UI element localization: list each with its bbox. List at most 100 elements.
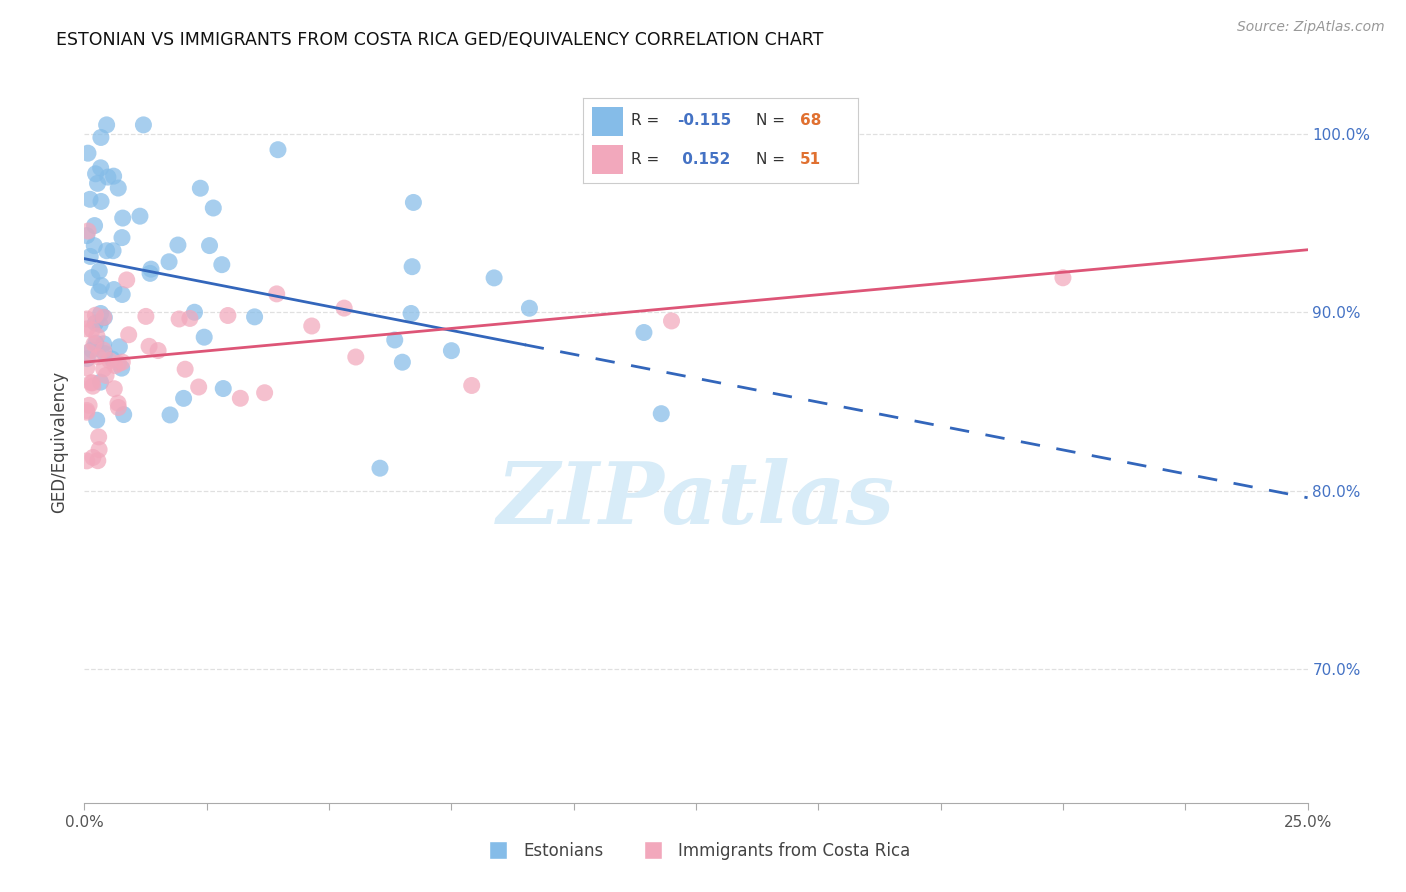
Point [399, 306, 422, 320]
Point [460, 378, 482, 392]
Point [401, 260, 423, 274]
Point [96, 244, 118, 258]
Point [135, 310, 157, 324]
Text: ESTONIAN VS IMMIGRANTS FROM COSTA RICA GED/EQUIVALENCY CORRELATION CHART: ESTONIAN VS IMMIGRANTS FROM COSTA RICA G… [56, 31, 824, 49]
Text: ZIPatlas: ZIPatlas [496, 458, 896, 541]
Point [118, 327, 141, 342]
Text: R =: R = [631, 113, 665, 128]
Point [650, 407, 672, 421]
Point [93, 336, 115, 351]
Text: R =: R = [631, 152, 665, 167]
Point [80, 270, 103, 285]
Point [89, 264, 111, 278]
Point [90, 278, 112, 293]
Point [159, 408, 181, 422]
Point [94, 346, 117, 360]
Point [167, 312, 190, 326]
Point [202, 201, 225, 215]
Point [77, 398, 100, 412]
Point [211, 258, 233, 272]
Point [129, 209, 152, 223]
FancyBboxPatch shape [592, 107, 623, 136]
Point [368, 461, 391, 475]
Point [519, 301, 541, 316]
Point [187, 380, 209, 394]
Point [93, 310, 115, 325]
Point [76, 322, 98, 336]
Point [193, 330, 215, 344]
Legend: Estonians, Immigrants from Costa Rica: Estonians, Immigrants from Costa Rica [475, 836, 917, 867]
Point [83, 219, 105, 233]
Point [229, 392, 252, 406]
Point [167, 238, 190, 252]
Point [633, 326, 655, 340]
Point [183, 305, 205, 319]
Point [90, 306, 112, 320]
Text: -0.115: -0.115 [676, 113, 731, 128]
Point [402, 195, 425, 210]
Point [103, 169, 125, 183]
Point [84, 308, 107, 322]
Point [344, 350, 367, 364]
Point [301, 318, 323, 333]
Point [82, 376, 104, 390]
Text: N =: N = [756, 113, 790, 128]
Point [77, 345, 100, 359]
Point [217, 309, 239, 323]
Point [132, 118, 155, 132]
Point [80, 343, 103, 357]
Point [146, 343, 169, 358]
Point [101, 352, 124, 367]
Point [111, 211, 134, 225]
Point [174, 362, 197, 376]
Point [179, 311, 201, 326]
Point [96, 118, 118, 132]
Point [89, 318, 111, 332]
Point [266, 286, 288, 301]
Point [212, 382, 235, 396]
Point [103, 382, 125, 396]
Point [77, 146, 100, 161]
Point [253, 385, 276, 400]
Point [108, 340, 131, 354]
Point [111, 355, 134, 369]
Point [79, 192, 101, 206]
Point [267, 143, 290, 157]
Point [97, 170, 120, 185]
Text: N =: N = [756, 152, 790, 167]
Point [82, 379, 104, 393]
Text: 0.152: 0.152 [676, 152, 730, 167]
Point [76, 360, 98, 375]
Point [107, 357, 129, 371]
Point [188, 181, 211, 195]
Point [87, 453, 110, 467]
Point [115, 273, 138, 287]
Point [90, 130, 112, 145]
Point [79, 249, 101, 263]
Point [80, 376, 103, 390]
Point [86, 413, 108, 427]
Point [391, 355, 413, 369]
Point [87, 442, 110, 457]
Point [112, 408, 135, 422]
Text: Source: ZipAtlas.com: Source: ZipAtlas.com [1237, 20, 1385, 34]
Point [89, 375, 111, 389]
Point [76, 228, 98, 243]
Point [333, 301, 356, 315]
Point [111, 230, 134, 244]
Point [107, 401, 129, 415]
Point [198, 238, 221, 252]
Point [661, 314, 683, 328]
Point [139, 262, 162, 277]
Point [243, 310, 266, 324]
Point [93, 310, 115, 325]
Point [107, 181, 129, 195]
Point [111, 361, 134, 376]
Point [94, 368, 117, 383]
Point [173, 392, 195, 406]
Point [440, 343, 463, 358]
Point [93, 362, 115, 376]
Point [87, 285, 110, 299]
Point [90, 194, 112, 209]
Point [86, 177, 108, 191]
